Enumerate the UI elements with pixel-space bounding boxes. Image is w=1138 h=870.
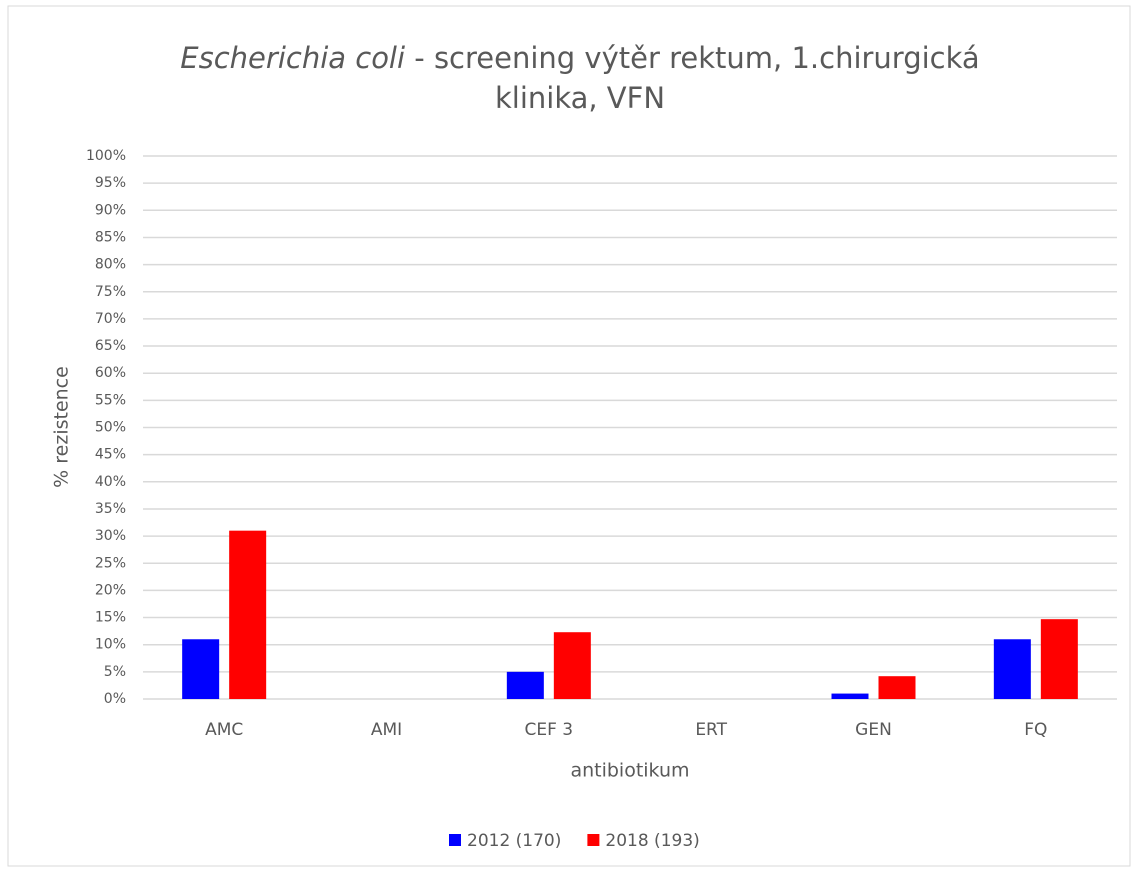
y-tick-label: 90% xyxy=(95,202,126,218)
y-tick-label: 15% xyxy=(95,610,126,626)
y-tick-label: 50% xyxy=(95,420,126,436)
bar xyxy=(506,671,544,699)
chart-frame xyxy=(7,5,1131,867)
bar xyxy=(993,639,1031,699)
bar xyxy=(878,676,916,699)
bar xyxy=(831,693,869,699)
bar xyxy=(229,530,267,699)
y-tick-label: 35% xyxy=(95,501,126,517)
legend-label: 2012 (170) xyxy=(467,831,561,851)
title-italic: Escherichia coli xyxy=(180,41,405,75)
y-tick-label: 65% xyxy=(95,338,126,354)
y-tick-label: 10% xyxy=(95,637,126,653)
y-tick-label: 25% xyxy=(95,555,126,571)
y-tick-label: 80% xyxy=(95,257,126,273)
y-tick-label: 5% xyxy=(104,664,126,680)
y-tick-label: 95% xyxy=(95,175,126,191)
legend-label: 2018 (193) xyxy=(605,831,699,851)
x-axis-title: antibiotikum xyxy=(570,760,689,782)
y-tick-label: 45% xyxy=(95,447,126,463)
y-tick-label: 20% xyxy=(95,582,126,598)
bar xyxy=(182,639,220,699)
y-tick-label: 40% xyxy=(95,474,126,490)
y-tick-label: 0% xyxy=(104,691,126,707)
x-tick-label: AMC xyxy=(205,720,243,740)
y-tick-label: 55% xyxy=(95,392,126,408)
y-axis-title: % rezistence xyxy=(51,366,73,488)
x-tick-label: FQ xyxy=(1024,720,1047,740)
title-text: - screening výtěr rektum, 1.chirurgická xyxy=(414,41,979,75)
chart-title-line2: klinika, VFN xyxy=(495,81,665,115)
bar xyxy=(553,632,591,699)
y-tick-label: 70% xyxy=(95,311,126,327)
x-tick-label: AMI xyxy=(371,720,402,740)
y-tick-label: 60% xyxy=(95,365,126,381)
bar xyxy=(1040,619,1078,699)
y-tick-label: 30% xyxy=(95,528,126,544)
y-tick-label: 100% xyxy=(86,148,126,164)
chart-title: Escherichia coli - screening výtěr rektu… xyxy=(180,41,979,75)
legend-swatch xyxy=(587,834,600,846)
x-tick-label: GEN xyxy=(855,720,892,740)
legend-swatch xyxy=(449,834,461,846)
x-tick-label: ERT xyxy=(695,720,727,740)
y-tick-label: 85% xyxy=(95,229,126,245)
x-tick-label: CEF 3 xyxy=(525,720,574,740)
y-tick-label: 75% xyxy=(95,284,126,300)
